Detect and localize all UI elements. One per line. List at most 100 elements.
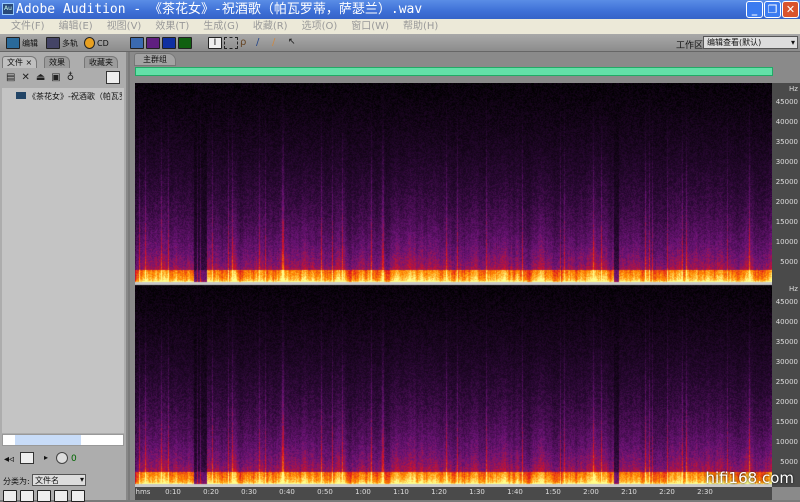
frequency-tick: 20000 <box>775 398 798 406</box>
horizontal-scrollbar[interactable] <box>2 434 124 446</box>
time-tick: 0:10 <box>165 488 181 496</box>
time-tick: 0:20 <box>203 488 219 496</box>
frequency-unit: Hz <box>789 285 798 293</box>
workspace-label: 工作区: <box>676 41 707 51</box>
pan-display-icon[interactable] <box>162 37 176 49</box>
menu-effects[interactable]: 效果(T) <box>155 21 190 32</box>
frequency-tick: 30000 <box>775 158 798 166</box>
frequency-tick: 35000 <box>775 138 798 146</box>
restore-button[interactable]: ❐ <box>764 1 781 18</box>
time-tick: 1:30 <box>469 488 485 496</box>
effects-paintbrush-icon[interactable]: / <box>256 37 260 48</box>
play-icon[interactable]: ▸ <box>44 453 49 462</box>
workspace-value: 编辑查看(默认) <box>707 38 762 47</box>
multitrack-icon <box>46 37 60 49</box>
frequency-tick: 20000 <box>775 198 798 206</box>
spot-healing-icon[interactable]: / <box>272 37 276 48</box>
tools-group: I ρ / / ↖ <box>208 36 302 50</box>
tab-main-group[interactable]: 主群组 <box>134 53 176 66</box>
tab-effects[interactable]: 效果 <box>44 56 70 68</box>
multitrack-view-button[interactable]: 多轨 <box>46 36 78 50</box>
menu-generate[interactable]: 生成(G) <box>203 21 239 32</box>
window-title: Adobe Audition - 《茶花女》-祝酒歌（帕瓦罗蒂，萨瑟兰）.wav <box>16 2 423 17</box>
sort-select[interactable]: 文件名 ▾ <box>32 474 86 486</box>
tab-favorites[interactable]: 收藏夹 <box>84 56 118 68</box>
frequency-tick: 45000 <box>775 98 798 106</box>
time-tick: 1:50 <box>545 488 561 496</box>
menu-bar: 文件(F) 编辑(E) 视图(V) 效果(T) 生成(G) 收藏(R) 选项(O… <box>0 19 800 34</box>
frequency-tick: 35000 <box>775 338 798 346</box>
sort-label: 分类为: <box>3 477 30 486</box>
scrub-tool-icon[interactable]: ↖ <box>288 37 296 47</box>
file-actions-icons[interactable]: ▤✕⏏▣♁ <box>6 72 81 83</box>
title-bar: Adobe Audition - 《茶花女》-祝酒歌（帕瓦罗蒂，萨瑟兰）.wav <box>0 0 800 19</box>
file-item[interactable]: 《茶花女》-祝酒歌（帕瓦罗蒂 <box>16 91 122 102</box>
chevron-down-icon: ▾ <box>790 38 795 47</box>
volume-value: 0 <box>71 454 77 464</box>
filter-audio-icon[interactable] <box>3 490 17 502</box>
menu-favorites[interactable]: 收藏(R) <box>252 21 288 32</box>
minimize-button[interactable]: _ <box>746 1 763 18</box>
overview-bar[interactable] <box>135 67 773 76</box>
filter-other-icon[interactable] <box>71 490 85 502</box>
audio-file-icon <box>16 92 26 99</box>
filter-midi-icon[interactable] <box>54 490 68 502</box>
frequency-tick: 10000 <box>775 438 798 446</box>
phase-display-icon[interactable] <box>178 37 192 49</box>
filter-video-icon[interactable] <box>37 490 51 502</box>
time-unit: hms <box>135 488 151 496</box>
edit-view-button[interactable]: 编辑 <box>6 36 38 50</box>
waveform-display-icon[interactable] <box>130 37 144 49</box>
spectral-display-icon[interactable] <box>146 37 160 49</box>
loop-button[interactable] <box>20 452 34 464</box>
time-tick: 1:10 <box>393 488 409 496</box>
lasso-tool-icon[interactable]: ρ <box>240 37 247 48</box>
files-panel: 文件 × 效果 收藏夹 ▤✕⏏▣♁ 《茶花女》-祝酒歌（帕瓦罗蒂 ◂◃ ▸ 0 … <box>0 52 128 502</box>
file-filter-buttons <box>3 490 85 502</box>
filter-loop-icon[interactable] <box>20 490 34 502</box>
display-mode-group <box>130 36 192 50</box>
toolbar: 编辑 多轨 CD I ρ / / ↖ <box>0 34 800 52</box>
tab-files[interactable]: 文件 × <box>2 56 38 68</box>
frequency-tick: 15000 <box>775 218 798 226</box>
cd-label: CD <box>97 38 109 48</box>
frequency-tick: 15000 <box>775 418 798 426</box>
cd-icon <box>84 37 95 49</box>
close-tab-icon[interactable]: × <box>25 58 33 67</box>
menu-options[interactable]: 选项(O) <box>301 21 338 32</box>
frequency-unit: Hz <box>789 85 798 93</box>
time-tick: 0:50 <box>317 488 333 496</box>
time-tick: 2:30 <box>697 488 713 496</box>
list-options-icon[interactable] <box>106 71 120 84</box>
app-icon: Au <box>2 3 14 15</box>
menu-file[interactable]: 文件(F) <box>11 21 45 32</box>
frequency-tick: 40000 <box>775 118 798 126</box>
frequency-tick: 40000 <box>775 318 798 326</box>
time-tick: 1:20 <box>431 488 447 496</box>
spectrogram[interactable] <box>135 83 772 487</box>
frequency-tick: 5000 <box>780 258 798 266</box>
frequency-tick: 45000 <box>775 298 798 306</box>
autoplay-icon[interactable]: ◂◃ <box>4 454 15 465</box>
scrollbar-thumb[interactable] <box>15 435 81 445</box>
menu-edit[interactable]: 编辑(E) <box>58 21 93 32</box>
time-selection-tool-icon[interactable]: I <box>208 37 222 49</box>
frequency-tick: 5000 <box>780 458 798 466</box>
volume-knob[interactable] <box>56 452 68 464</box>
frequency-tick: 30000 <box>775 358 798 366</box>
time-ruler: hms 0:10 0:20 0:30 0:40 0:50 1:00 1:10 1:20 1:30 1… <box>135 487 772 500</box>
close-button[interactable]: ✕ <box>782 1 799 18</box>
menu-view[interactable]: 视图(V) <box>106 21 142 32</box>
marquee-tool-icon[interactable] <box>224 37 238 49</box>
menu-window[interactable]: 窗口(W) <box>351 21 389 32</box>
time-tick: 2:00 <box>583 488 599 496</box>
frequency-tick: 25000 <box>775 178 798 186</box>
frequency-tick: 25000 <box>775 378 798 386</box>
watermark: hifi168.com <box>705 469 794 487</box>
file-name: 《茶花女》-祝酒歌（帕瓦罗蒂 <box>28 92 122 101</box>
cd-view-button[interactable]: CD <box>84 36 109 50</box>
workspace-select[interactable]: 编辑查看(默认) ▾ <box>703 36 798 49</box>
menu-help[interactable]: 帮助(H) <box>402 21 439 32</box>
tab-files-label: 文件 <box>7 58 23 67</box>
time-tick: 1:00 <box>355 488 371 496</box>
